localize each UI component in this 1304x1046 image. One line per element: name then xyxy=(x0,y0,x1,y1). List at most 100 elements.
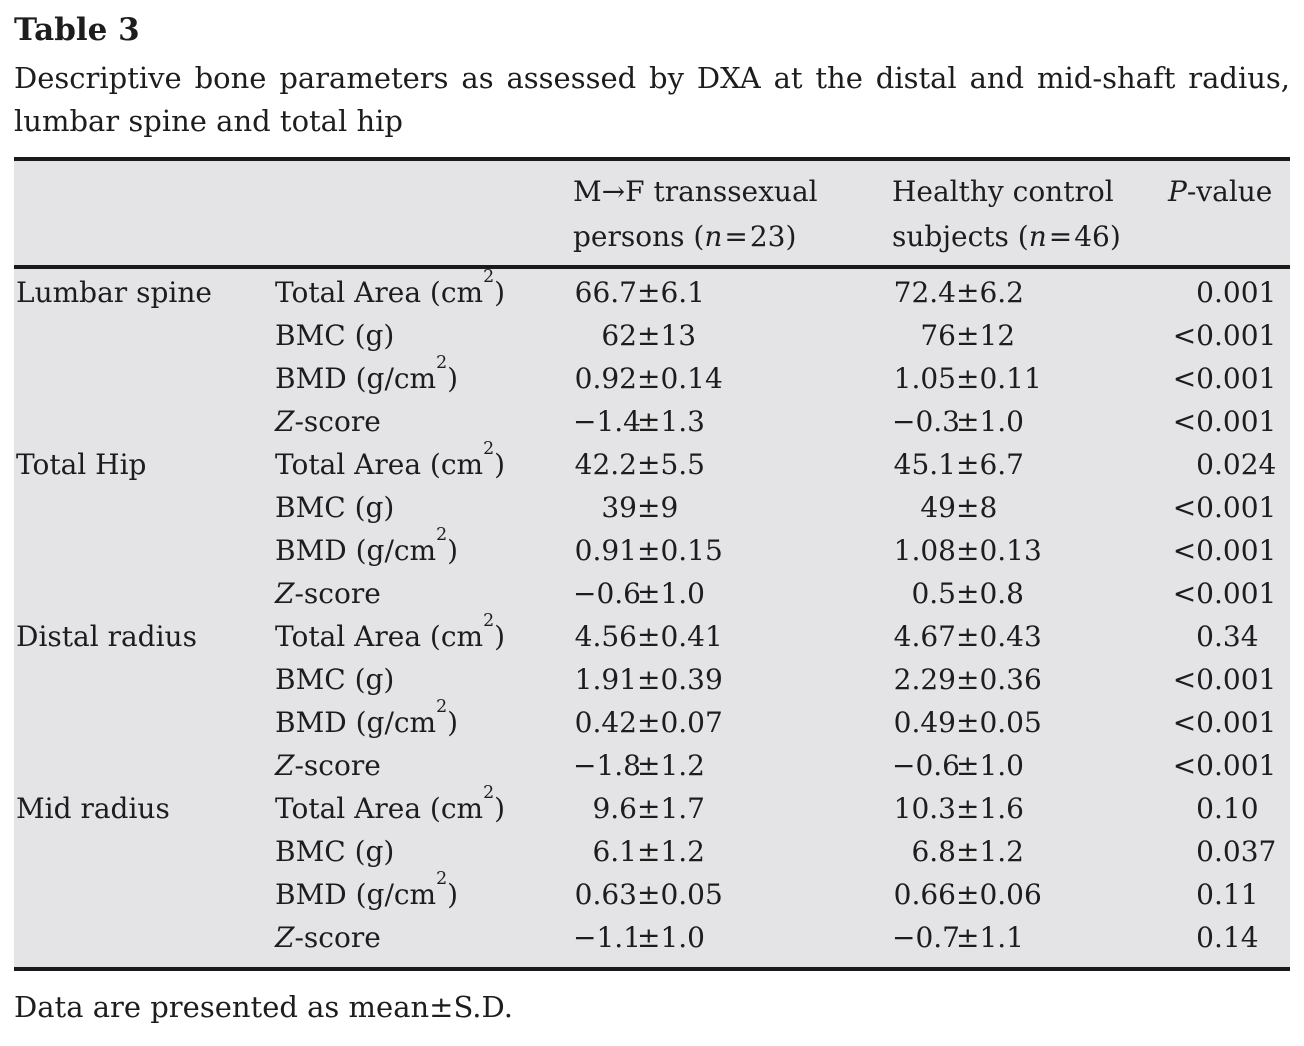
table-row: BMD (g/cm2) 0.63 ±0.05 0.66 ±0.06 0.11 xyxy=(14,869,1290,916)
caption-line-1: Descriptive bone parameters as assessed … xyxy=(14,61,1290,95)
mf-value-cell: 1.91 ±0.39 xyxy=(574,663,723,696)
region-cell xyxy=(14,400,273,443)
table-header-row: M→F transsexual persons (n=23) Healthy con… xyxy=(14,161,1290,269)
region-cell xyxy=(14,529,273,572)
parameter-cell: Total Area (cm2) xyxy=(275,267,506,309)
table-footnote: Data are presented as mean±S.D. xyxy=(14,990,513,1024)
data-table: M→F transsexual persons (n=23) Healthy con… xyxy=(14,157,1290,971)
mf-value-cell: 4.56 ±0.41 xyxy=(574,620,723,653)
region-cell: Mid radius xyxy=(16,792,170,825)
parameter-cell: BMC (g) xyxy=(275,835,395,868)
pvalue-cell: 0.34 xyxy=(1196,620,1259,653)
pvalue-cell: <0.001 xyxy=(1172,319,1277,352)
parameter-cell: BMD (g/cm2) xyxy=(275,869,459,911)
region-cell xyxy=(14,830,273,873)
pvalue-cell: 0.11 xyxy=(1196,878,1259,911)
header-parameter-cell xyxy=(273,169,573,259)
mf-value-cell: 0.91 ±0.15 xyxy=(574,534,723,567)
region-cell xyxy=(14,572,273,615)
control-value-cell: −0.7 ±1.1 xyxy=(892,921,1024,954)
paper-table-figure: Table 3 Descriptive bone parameters as a… xyxy=(0,12,1304,1025)
control-value-cell: 45.1 ±6.7 xyxy=(893,448,1024,481)
table-row: Z-score −1.1 ±1.0 −0.7 ±1.1 0.14 xyxy=(14,916,1290,959)
region-cell xyxy=(14,744,273,787)
pvalue-cell: <0.001 xyxy=(1172,663,1277,696)
region-cell xyxy=(14,314,273,357)
pvalue-cell: 0.14 xyxy=(1196,921,1259,954)
region-cell: Lumbar spine xyxy=(16,276,212,309)
pvalue-cell: 0.001 xyxy=(1196,276,1277,309)
table-row: BMC (g) 39 ±9 49 ±8 <0.001 xyxy=(14,486,1290,529)
mf-value-cell: 66.7 ±6.1 xyxy=(574,276,705,309)
parameter-cell: BMD (g/cm2) xyxy=(275,525,459,567)
table-row: Distal radius Total Area (cm2) 4.56 ±0.41 4.… xyxy=(14,611,1290,658)
parameter-cell: Total Area (cm2) xyxy=(275,611,506,653)
pvalue-cell: <0.001 xyxy=(1172,362,1277,395)
pvalue-cell: <0.001 xyxy=(1172,706,1277,739)
control-value-cell: 2.29 ±0.36 xyxy=(893,663,1042,696)
pvalue-cell: <0.001 xyxy=(1172,577,1277,610)
table-row: BMD (g/cm2) 0.92 ±0.14 1.05 ±0.11 <0.001 xyxy=(14,353,1290,400)
mf-value-cell: −1.1 ±1.0 xyxy=(573,921,705,954)
region-cell xyxy=(14,658,273,701)
table-label: Table 3 xyxy=(14,12,140,48)
parameter-cell: Z-score xyxy=(275,921,381,954)
pvalue-cell: 0.10 xyxy=(1196,792,1259,825)
region-cell: Total Hip xyxy=(16,448,147,481)
parameter-cell: BMD (g/cm2) xyxy=(275,353,459,395)
mf-value-cell: 39 ±9 xyxy=(601,491,679,524)
control-value-cell: 1.05 ±0.11 xyxy=(893,362,1042,395)
parameter-cell: Z-score xyxy=(275,577,381,610)
pvalue-cell: <0.001 xyxy=(1172,405,1277,438)
table-row: Z-score −1.4 ±1.3 −0.3 ±1.0 <0.001 xyxy=(14,400,1290,443)
parameter-cell: BMD (g/cm2) xyxy=(275,697,459,739)
pvalue-cell: <0.001 xyxy=(1172,534,1277,567)
control-value-cell: −0.6 ±1.0 xyxy=(892,749,1024,782)
table-body: Lumbar spine Total Area (cm2) 66.7 ±6.1 72.4… xyxy=(14,267,1290,967)
pvalue-cell: <0.001 xyxy=(1172,749,1277,782)
table-caption: Descriptive bone parameters as assessed … xyxy=(14,57,1290,143)
caption-line-2: lumbar spine and total hip xyxy=(14,104,403,138)
parameter-cell: BMC (g) xyxy=(275,319,395,352)
pvalue-cell: 0.037 xyxy=(1196,835,1277,868)
mf-value-cell: 0.92 ±0.14 xyxy=(574,362,723,395)
mf-value-cell: −1.4 ±1.3 xyxy=(573,405,705,438)
header-region-cell xyxy=(14,169,273,259)
table-row: Mid radius Total Area (cm2) 9.6 ±1.7 10.3 ±1.… xyxy=(14,783,1290,830)
control-value-cell: 6.8 ±1.2 xyxy=(911,835,1024,868)
region-cell xyxy=(14,873,273,916)
control-value-cell: 49 ±8 xyxy=(920,491,998,524)
table-row: Total Hip Total Area (cm2) 42.2 ±5.5 45.1 ±6.… xyxy=(14,440,1290,486)
pvalue-cell: <0.001 xyxy=(1172,491,1277,524)
mf-value-cell: −1.8 ±1.2 xyxy=(573,749,705,782)
table-row: BMC (g) 62 ±13 76 ±12 <0.001 xyxy=(14,314,1290,357)
mf-value-cell: 6.1 ±1.2 xyxy=(592,835,705,868)
table-row: BMC (g) 6.1 ±1.2 6.8 ±1.2 0.037 xyxy=(14,830,1290,873)
control-value-cell: −0.3 ±1.0 xyxy=(892,405,1024,438)
parameter-cell: Total Area (cm2) xyxy=(275,783,506,825)
table-row: BMD (g/cm2) 0.42 ±0.07 0.49 ±0.05 <0.001 xyxy=(14,697,1290,744)
control-value-cell: 1.08 ±0.13 xyxy=(893,534,1042,567)
mf-value-cell: 42.2 ±5.5 xyxy=(574,448,705,481)
parameter-cell: Z-score xyxy=(275,405,381,438)
table-row: Z-score −1.8 ±1.2 −0.6 ±1.0 <0.001 xyxy=(14,744,1290,787)
mf-value-cell: 62 ±13 xyxy=(601,319,697,352)
mf-value-cell: 0.63 ±0.05 xyxy=(574,878,723,911)
header-mf-group: M→F transsexual persons (n=23) xyxy=(573,175,818,253)
header-control-group: Healthy control subjects (n=46) xyxy=(892,175,1121,253)
control-value-cell: 0.66 ±0.06 xyxy=(893,878,1042,911)
table-row: Lumbar spine Total Area (cm2) 66.7 ±6.1 72.4… xyxy=(14,267,1290,314)
region-cell xyxy=(14,357,273,400)
region-cell xyxy=(14,701,273,744)
parameter-cell: BMC (g) xyxy=(275,663,395,696)
control-value-cell: 4.67 ±0.43 xyxy=(893,620,1042,653)
table-row: BMD (g/cm2) 0.91 ±0.15 1.08 ±0.13 <0.001 xyxy=(14,525,1290,572)
control-value-cell: 10.3 ±1.6 xyxy=(893,792,1024,825)
control-value-cell: 0.5 ±0.8 xyxy=(911,577,1024,610)
table-row: Z-score −0.6 ±1.0 0.5 ±0.8 <0.001 xyxy=(14,572,1290,615)
parameter-cell: BMC (g) xyxy=(275,491,395,524)
parameter-cell: Z-score xyxy=(275,749,381,782)
header-pvalue: P-value xyxy=(1168,175,1273,208)
region-cell xyxy=(14,486,273,529)
control-value-cell: 0.49 ±0.05 xyxy=(893,706,1042,739)
